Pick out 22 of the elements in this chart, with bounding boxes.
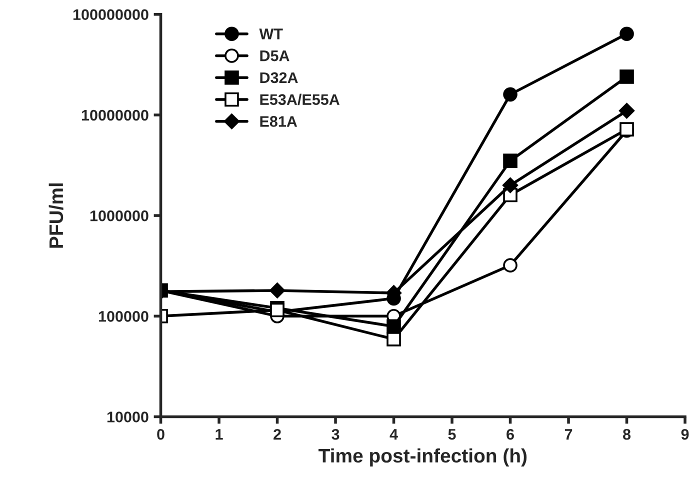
y-tick-label: 10000000 — [82, 110, 148, 121]
legend-label: D32A — [260, 72, 298, 84]
x-tick-label: 6 — [506, 428, 514, 440]
legend-label: E81A — [260, 116, 298, 127]
y-tick-label: 100000000 — [73, 9, 148, 20]
x-tick-label: 9 — [681, 428, 689, 440]
x-tick-label: 7 — [564, 429, 572, 440]
y-tick-label: 10000 — [107, 412, 148, 422]
y-tick-label: 1000000 — [90, 210, 148, 222]
x-tick-label: 5 — [448, 429, 456, 440]
y-tick-label: 100000 — [98, 311, 148, 322]
x-axis-title: Time post-infection (h) — [318, 448, 527, 466]
legend-label: WT — [259, 28, 283, 40]
legend-label: E53A/E55A — [260, 94, 340, 106]
y-axis-title: PFU/ml — [48, 183, 64, 248]
x-tick-label: 1 — [216, 429, 223, 440]
x-tick-label: 4 — [390, 429, 398, 440]
x-tick-label: 0 — [157, 428, 164, 440]
legend-label: D5A — [260, 50, 290, 62]
x-tick-label: 3 — [332, 428, 340, 440]
x-tick-label: 2 — [274, 428, 281, 440]
x-tick-label: 8 — [623, 428, 631, 440]
